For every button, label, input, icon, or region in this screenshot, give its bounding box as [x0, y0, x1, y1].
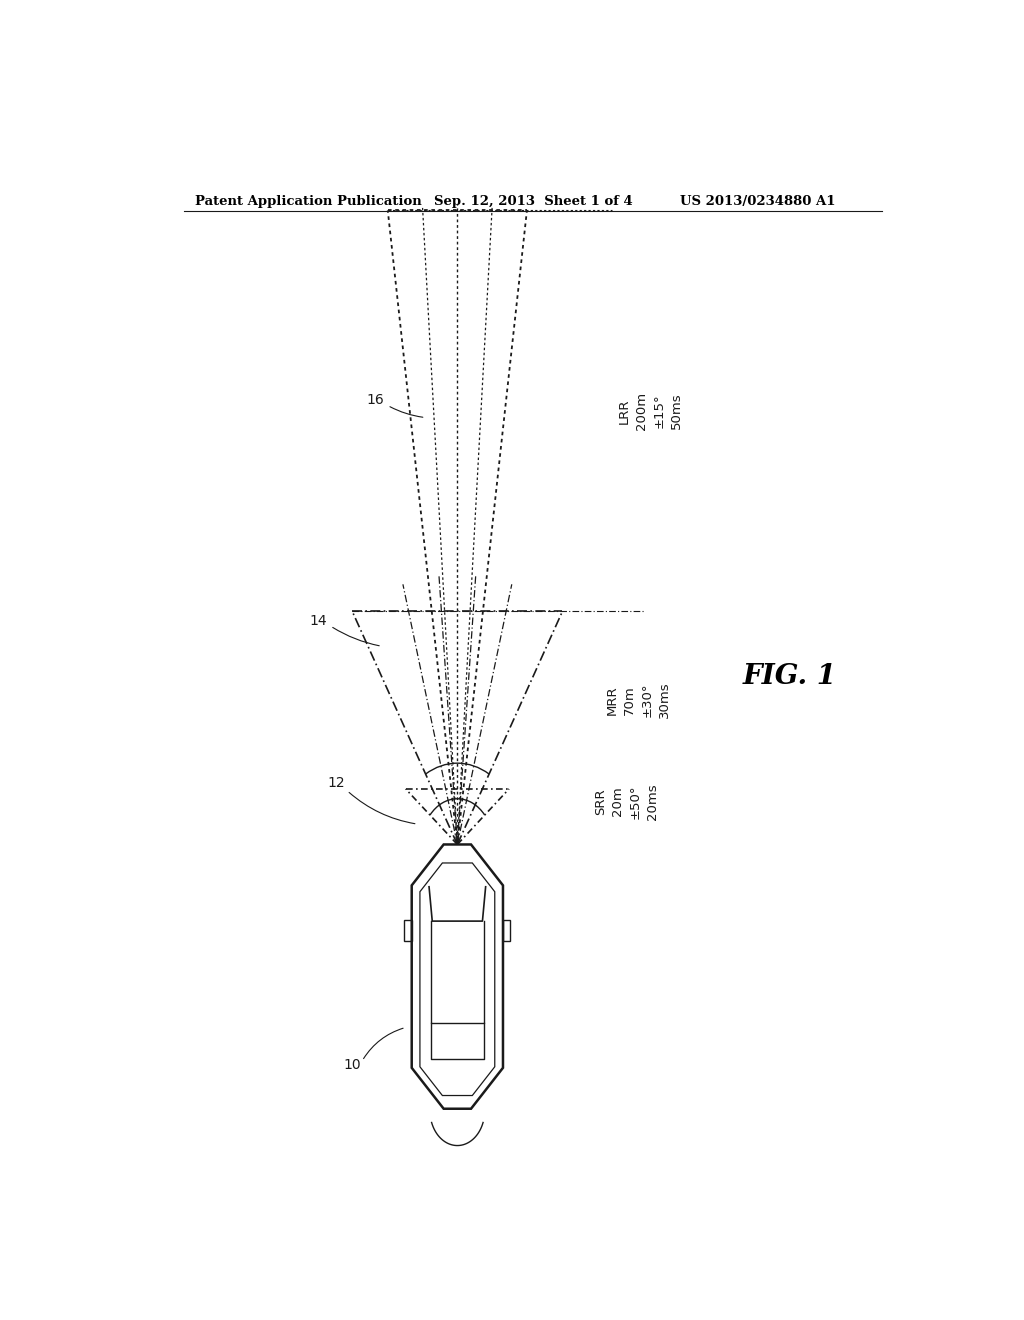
Text: 12: 12 — [327, 776, 345, 791]
Text: LRR: LRR — [617, 399, 631, 424]
Text: ±15°: ±15° — [652, 393, 666, 428]
Text: SRR: SRR — [594, 788, 606, 814]
Text: 70m: 70m — [623, 685, 636, 715]
Text: Sep. 12, 2013  Sheet 1 of 4: Sep. 12, 2013 Sheet 1 of 4 — [433, 194, 632, 207]
Text: 16: 16 — [367, 393, 384, 408]
Text: Patent Application Publication: Patent Application Publication — [196, 194, 422, 207]
Text: 10: 10 — [343, 1059, 360, 1072]
Text: 14: 14 — [309, 614, 328, 628]
Text: US 2013/0234880 A1: US 2013/0234880 A1 — [680, 194, 835, 207]
Text: 200m: 200m — [635, 392, 648, 430]
Text: 20ms: 20ms — [646, 783, 659, 820]
Text: 20m: 20m — [611, 787, 625, 816]
Text: FIG. 1: FIG. 1 — [743, 663, 837, 690]
Text: ±50°: ±50° — [629, 784, 642, 818]
Text: 30ms: 30ms — [658, 681, 671, 718]
Text: MRR: MRR — [605, 685, 618, 715]
Text: 50ms: 50ms — [670, 392, 683, 429]
Text: ±30°: ±30° — [641, 682, 653, 717]
